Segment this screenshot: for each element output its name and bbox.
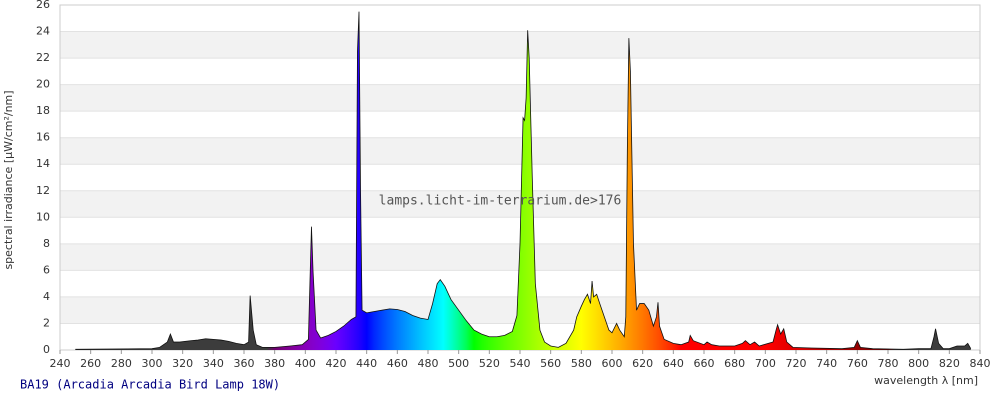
x-tick-label: 620 xyxy=(632,357,653,370)
x-tick-label: 260 xyxy=(80,357,101,370)
y-tick-label: 16 xyxy=(36,131,50,144)
x-tick-label: 600 xyxy=(602,357,623,370)
y-tick-label: 10 xyxy=(36,210,50,223)
x-tick-label: 760 xyxy=(847,357,868,370)
watermark: lamps.licht-im-terrarium.de>176 xyxy=(379,194,622,209)
x-tick-label: 240 xyxy=(50,357,71,370)
x-axis-label: wavelength λ [nm] xyxy=(874,374,978,387)
x-tick-label: 320 xyxy=(172,357,193,370)
x-tick-label: 500 xyxy=(448,357,469,370)
y-tick-label: 20 xyxy=(36,78,50,91)
x-tick-label: 360 xyxy=(234,357,255,370)
x-tick-label: 820 xyxy=(939,357,960,370)
x-tick-label: 800 xyxy=(908,357,929,370)
x-tick-label: 460 xyxy=(387,357,408,370)
y-tick-label: 24 xyxy=(36,25,50,38)
x-tick-label: 280 xyxy=(111,357,132,370)
x-tick-label: 380 xyxy=(264,357,285,370)
grid-band xyxy=(60,190,980,218)
x-tick-label: 720 xyxy=(786,357,807,370)
grid-band xyxy=(60,137,980,165)
x-tick-label: 680 xyxy=(724,357,745,370)
y-axis-label: spectral irradiance [µW/cm²/nm] xyxy=(2,90,15,269)
y-tick-label: 22 xyxy=(36,51,50,64)
x-tick-label: 740 xyxy=(816,357,837,370)
y-tick-label: 2 xyxy=(43,316,50,329)
y-tick-label: 0 xyxy=(43,343,50,356)
y-tick-label: 8 xyxy=(43,237,50,250)
y-tick-label: 26 xyxy=(36,0,50,11)
grid-band xyxy=(60,84,980,112)
x-tick-label: 840 xyxy=(970,357,991,370)
x-tick-label: 540 xyxy=(510,357,531,370)
x-tick-label: 520 xyxy=(479,357,500,370)
y-tick-label: 14 xyxy=(36,157,50,170)
y-tick-label: 4 xyxy=(43,290,50,303)
x-tick-label: 700 xyxy=(755,357,776,370)
x-tick-label: 340 xyxy=(203,357,224,370)
y-tick-label: 12 xyxy=(36,184,50,197)
spectrum-line xyxy=(75,11,972,350)
spectrum-area xyxy=(75,11,971,351)
x-tick-label: 780 xyxy=(878,357,899,370)
x-tick-label: 640 xyxy=(663,357,684,370)
y-tick-label: 6 xyxy=(43,263,50,276)
x-tick-label: 580 xyxy=(571,357,592,370)
chart-title: BA19 (Arcadia Arcadia Bird Lamp 18W) xyxy=(20,378,280,392)
x-tick-label: 420 xyxy=(326,357,347,370)
grid-band xyxy=(60,31,980,59)
x-tick-label: 440 xyxy=(356,357,377,370)
x-tick-label: 300 xyxy=(142,357,163,370)
y-tick-label: 18 xyxy=(36,104,50,117)
x-tick-label: 400 xyxy=(295,357,316,370)
x-tick-label: 480 xyxy=(418,357,439,370)
x-tick-label: 560 xyxy=(540,357,561,370)
x-tick-label: 660 xyxy=(694,357,715,370)
